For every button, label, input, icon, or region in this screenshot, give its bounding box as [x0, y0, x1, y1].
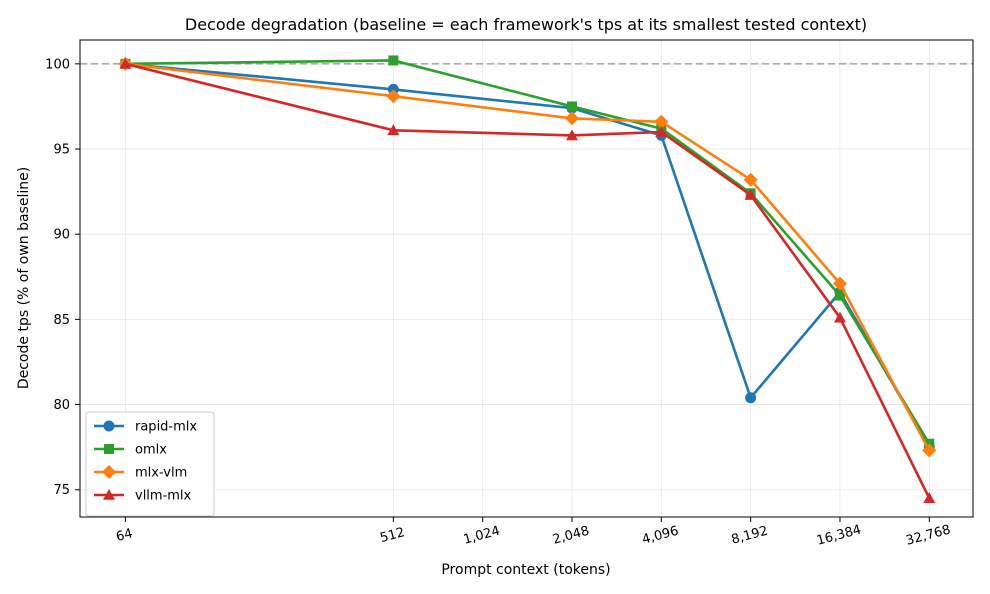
vllm-mlx-point — [566, 129, 579, 141]
x-axis-label: Prompt context (tokens) — [441, 562, 610, 578]
legend-marker-omlx — [104, 444, 114, 454]
omlx-line — [124, 59, 931, 446]
omlx-point — [567, 101, 578, 112]
legend-marker-mlx-vlm — [102, 465, 116, 479]
legend-label-rapid-mlx: rapid-mlx — [135, 420, 197, 435]
omlx-point — [834, 290, 845, 301]
y-tick-label: 80 — [53, 398, 70, 413]
series-rapid-mlx — [119, 58, 935, 453]
rapid-mlx-line — [124, 62, 931, 449]
mlx-vlm-point — [832, 276, 847, 291]
legend-marker-vllm-mlx — [103, 489, 115, 500]
omlx-point — [388, 55, 399, 66]
mlx-vlm-line — [124, 62, 931, 452]
x-tick-label: 1,024 — [462, 524, 502, 548]
legend-label-vllm-mlx: vllm-mlx — [135, 489, 192, 504]
tick-layer: 64 512 1,024 2,048 4,096 8,192 16,384 32,768 75 8… — [45, 57, 952, 548]
y-axis-label: Decode tps (% of own baseline) — [16, 167, 32, 389]
plot-area-frame — [79, 39, 974, 518]
vllm-mlx-point — [655, 125, 668, 137]
x-tick-label: 16,384 — [815, 522, 863, 548]
legend: rapid-mlx omlx mlx-vlm vllm-mlx — [85, 411, 215, 517]
legend-label-omlx: omlx — [135, 443, 167, 458]
vllm-mlx-point — [744, 189, 757, 200]
legend-label-mlx-vlm: mlx-vlm — [135, 466, 187, 481]
rapid-mlx-point — [745, 392, 757, 404]
y-tick-label: 100 — [45, 57, 70, 72]
x-tick-label: 8,192 — [730, 524, 770, 548]
x-tick-label: 32,768 — [904, 522, 952, 548]
vllm-mlx-point — [923, 492, 936, 504]
x-tick-label: 64 — [115, 526, 135, 545]
mlx-vlm-point — [654, 114, 669, 129]
mlx-vlm-point — [922, 443, 937, 458]
x-tick-label: 4,096 — [641, 524, 681, 548]
series-mlx-vlm — [118, 56, 937, 458]
y-tick-label: 85 — [53, 313, 70, 328]
mlx-vlm-point — [743, 172, 758, 187]
chart-title: Decode degradation (baseline = each fram… — [185, 15, 867, 34]
vllm-mlx-point — [833, 311, 846, 323]
mlx-vlm-point — [565, 111, 580, 126]
x-tick-label: 512 — [379, 525, 407, 546]
y-tick-label: 95 — [53, 143, 70, 158]
y-tick-label: 90 — [53, 228, 70, 243]
mlx-vlm-point — [386, 89, 401, 104]
x-tick-label: 2,048 — [551, 524, 591, 548]
y-tick-label: 75 — [53, 483, 70, 498]
vllm-mlx-point — [119, 57, 132, 69]
series-vllm-mlx — [119, 57, 936, 504]
legend-marker-rapid-mlx — [103, 420, 115, 432]
vllm-mlx-point — [387, 124, 400, 136]
vllm-mlx-line — [124, 62, 931, 500]
series-layer — [118, 55, 937, 504]
legend-box — [85, 411, 215, 517]
